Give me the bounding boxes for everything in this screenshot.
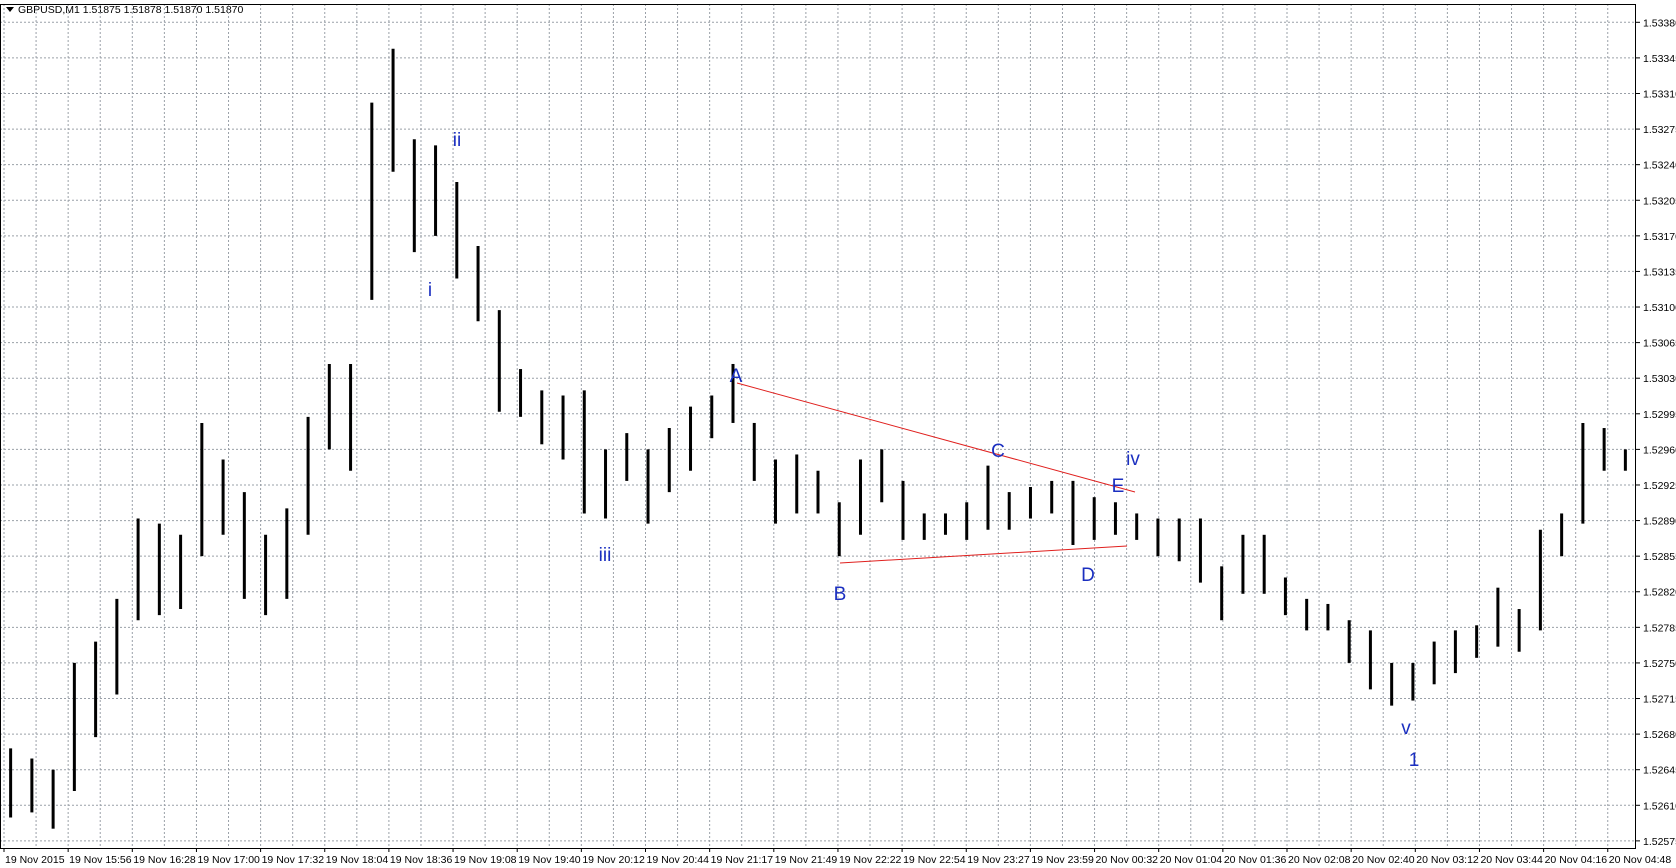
x-tick-label: 20 Nov 02:40 — [1352, 854, 1415, 866]
y-tick-label: 1.53310 — [1643, 88, 1676, 100]
x-tick-label: 19 Nov 19:40 — [518, 854, 581, 866]
x-tick-label: 20 Nov 01:36 — [1224, 854, 1287, 866]
plot-frame — [0, 4, 1636, 849]
y-tick-label: 1.52960 — [1643, 444, 1676, 456]
wave-label: E — [1112, 476, 1125, 497]
x-tick-label: 19 Nov 23:27 — [967, 854, 1030, 866]
x-tick-label: 19 Nov 21:49 — [775, 854, 838, 866]
y-tick-label: 1.52715 — [1643, 694, 1676, 706]
wave-label: 1 — [1409, 750, 1420, 771]
y-tick-label: 1.52575 — [1643, 836, 1676, 848]
x-tick-label: 19 Nov 17:32 — [262, 854, 325, 866]
y-tick-label: 1.53100 — [1643, 302, 1676, 314]
x-tick-label: 19 Nov 20:44 — [647, 854, 710, 866]
y-tick-label: 1.52855 — [1643, 551, 1676, 563]
wave-label: i — [428, 280, 432, 301]
wave-label: A — [730, 366, 743, 387]
trend-line — [736, 382, 1136, 493]
wave-label: iii — [599, 545, 612, 566]
y-tick-label: 1.53135 — [1643, 266, 1676, 278]
y-tick-label: 1.53345 — [1643, 53, 1676, 65]
wave-label: B — [834, 584, 847, 605]
x-tick-label: 20 Nov 04:16 — [1545, 854, 1608, 866]
y-tick-label: 1.52890 — [1643, 516, 1676, 528]
y-tick-label: 1.53030 — [1643, 373, 1676, 385]
y-tick-label: 1.53240 — [1643, 160, 1676, 172]
y-tick-label: 1.52750 — [1643, 658, 1676, 670]
x-tick-label: 19 Nov 16:28 — [133, 854, 196, 866]
x-tick-label: 19 Nov 22:22 — [839, 854, 902, 866]
wave-label: ii — [453, 130, 461, 151]
y-tick-label: 1.52995 — [1643, 409, 1676, 421]
x-tick-label: 19 Nov 19:08 — [454, 854, 517, 866]
y-tick-label: 1.52680 — [1643, 729, 1676, 741]
x-tick-label: 19 Nov 21:17 — [711, 854, 774, 866]
x-tick-label: 19 Nov 17:00 — [197, 854, 260, 866]
y-tick-label: 1.52925 — [1643, 480, 1676, 492]
x-tick-label: 20 Nov 02:08 — [1288, 854, 1351, 866]
x-tick-label: 20 Nov 04:48 — [1609, 854, 1672, 866]
wave-label: D — [1081, 565, 1095, 586]
y-tick-label: 1.53380 — [1643, 17, 1676, 29]
y-tick-label: 1.52820 — [1643, 587, 1676, 599]
x-tick-label: 20 Nov 01:04 — [1160, 854, 1223, 866]
x-tick-label: 20 Nov 00:32 — [1096, 854, 1159, 866]
y-tick-label: 1.52785 — [1643, 622, 1676, 634]
x-tick-label: 19 Nov 18:36 — [390, 854, 453, 866]
x-tick-label: 20 Nov 03:44 — [1480, 854, 1543, 866]
x-tick-label: 20 Nov 03:12 — [1416, 854, 1479, 866]
chart-title: GBPUSD,M1 1.51875 1.51878 1.51870 1.5187… — [18, 4, 243, 16]
y-tick-label: 1.53065 — [1643, 338, 1676, 350]
x-tick-label: 19 Nov 2015 — [5, 854, 65, 866]
wave-label: iv — [1126, 449, 1140, 470]
x-tick-label: 19 Nov 15:56 — [69, 854, 132, 866]
x-tick-label: 19 Nov 22:54 — [903, 854, 966, 866]
x-tick-label: 19 Nov 20:12 — [582, 854, 645, 866]
menu-arrow — [6, 7, 14, 12]
y-tick-label: 1.53205 — [1643, 195, 1676, 207]
y-tick-label: 1.52645 — [1643, 765, 1676, 777]
y-tick-label: 1.52610 — [1643, 800, 1676, 812]
y-tick-label: 1.53170 — [1643, 231, 1676, 243]
x-tick-label: 19 Nov 23:59 — [1031, 854, 1094, 866]
y-tick-label: 1.53275 — [1643, 124, 1676, 136]
trend-line — [839, 545, 1128, 564]
x-tick-label: 19 Nov 18:04 — [326, 854, 389, 866]
wave-label: v — [1401, 718, 1411, 739]
wave-label: C — [991, 441, 1005, 462]
